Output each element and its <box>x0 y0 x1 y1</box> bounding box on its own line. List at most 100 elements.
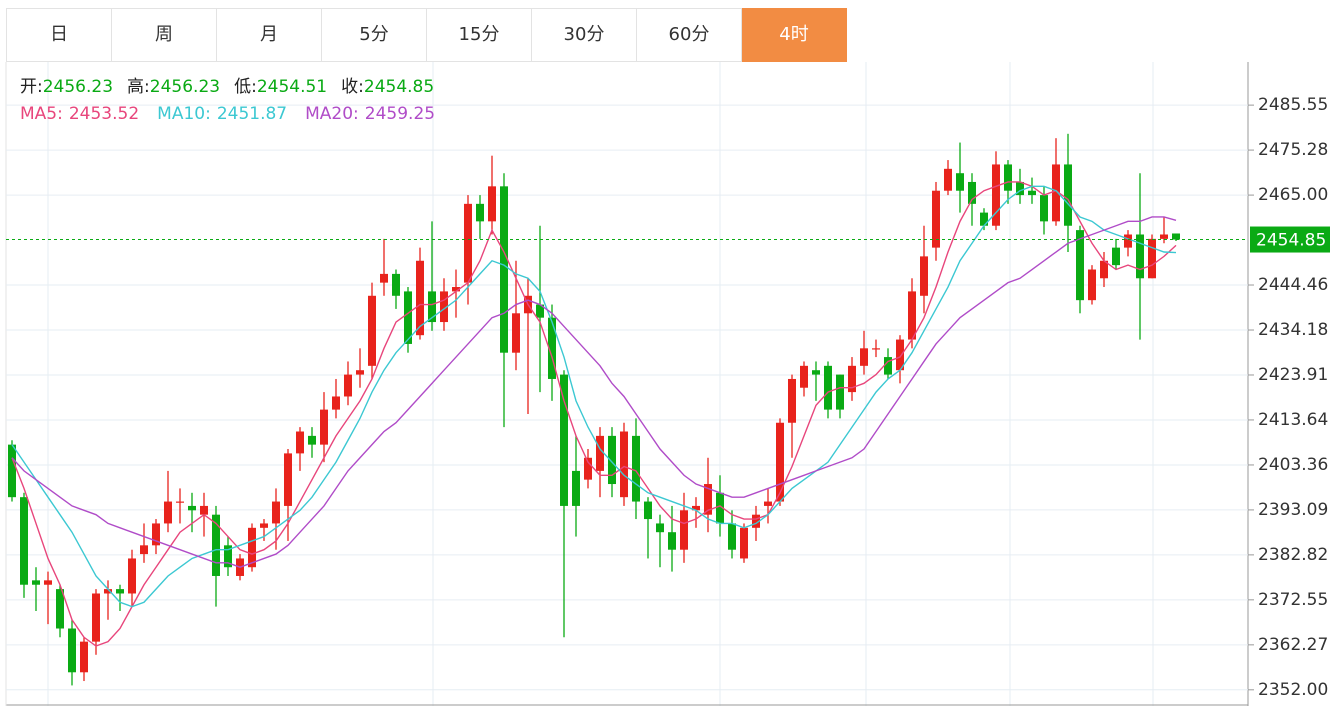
candle-body <box>464 203 472 283</box>
period-tabs: 日周月 5分 15分 30分 60分 4时 <box>6 8 847 62</box>
y-tick-label: 2423.91 <box>1258 365 1328 385</box>
y-tick-label: 2434.18 <box>1258 320 1328 340</box>
candle-body <box>920 256 928 296</box>
period-tab[interactable]: 月 <box>217 8 322 62</box>
candle-body <box>608 435 616 485</box>
ma-legend: MA5: 2453.52 MA10: 2451.87 MA20: 2459.25 <box>20 104 435 124</box>
candle-body <box>644 501 652 520</box>
candle-body <box>752 514 760 528</box>
candle-body <box>680 510 688 550</box>
y-tick-label: 2475.28 <box>1258 140 1328 160</box>
period-tab[interactable]: 60分 <box>637 8 742 62</box>
candle-body <box>668 532 676 550</box>
legend-name: MA5: <box>20 104 63 124</box>
candle-body <box>956 173 964 191</box>
legend-name: MA10: <box>157 104 211 124</box>
candle-body <box>704 484 712 515</box>
y-tick-label: 2352.00 <box>1258 680 1328 700</box>
period-tab[interactable]: 30分 <box>532 8 637 62</box>
candle-body <box>1136 234 1144 279</box>
candle-body <box>1016 181 1024 196</box>
candle-body <box>260 523 268 528</box>
ohlc-label: 收: <box>341 77 364 97</box>
candle-body <box>1124 234 1132 248</box>
candle-body <box>500 186 508 353</box>
candle-body <box>584 457 592 480</box>
candle-body <box>296 431 304 454</box>
candle-body <box>1088 269 1096 301</box>
candle-body <box>932 190 940 248</box>
candle-body <box>392 273 400 296</box>
candle-body <box>860 348 868 366</box>
period-tab[interactable]: 日 <box>6 8 112 62</box>
candle-body <box>344 374 352 397</box>
candle-body <box>1064 164 1072 226</box>
candle-body <box>512 313 520 353</box>
candle-body <box>836 374 844 410</box>
candle-body <box>176 501 184 503</box>
y-tick-label: 2393.09 <box>1258 500 1328 520</box>
period-tab[interactable]: 5分 <box>322 8 427 62</box>
candle-body <box>1100 260 1108 279</box>
candle-body <box>572 470 580 506</box>
candle-body <box>1040 195 1048 222</box>
candle-body <box>308 435 316 445</box>
y-tick-label: 2362.27 <box>1258 635 1328 655</box>
y-tick-label: 2382.82 <box>1258 545 1328 565</box>
candle-body <box>380 273 388 283</box>
candle-body <box>440 291 448 323</box>
candle-body <box>776 422 784 502</box>
candle-body <box>692 505 700 511</box>
candle-body <box>848 365 856 393</box>
ohlc-label: 高: <box>127 77 150 97</box>
period-tab[interactable]: 4时 <box>742 8 847 62</box>
candle-body <box>764 501 772 506</box>
candle-body <box>152 523 160 546</box>
candle-body <box>128 558 136 594</box>
candle-body <box>1172 233 1180 240</box>
candle-body <box>476 203 484 222</box>
ohlc-value: 2456.23 <box>150 77 220 97</box>
ohlc-label: 开: <box>20 77 43 97</box>
legend-value: 2453.52 <box>69 104 139 124</box>
candle-body <box>1076 230 1084 301</box>
candle-body <box>944 168 952 191</box>
candle-body <box>200 505 208 515</box>
y-tick-label: 2372.55 <box>1258 590 1328 610</box>
candle-body <box>992 164 1000 226</box>
candle-body <box>548 317 556 379</box>
candle-body <box>248 527 256 568</box>
ohlc-value: 2456.23 <box>43 77 113 97</box>
candle-body <box>164 501 172 524</box>
candle-body <box>404 291 412 344</box>
ma-line <box>11 181 1177 647</box>
y-tick-label: 2465.00 <box>1258 185 1328 205</box>
candle-body <box>188 505 196 511</box>
y-tick-label: 2444.46 <box>1258 275 1328 295</box>
candle-body <box>596 435 604 471</box>
candle-body <box>536 304 544 318</box>
ohlc-value: 2454.85 <box>364 77 434 97</box>
candle-body <box>416 260 424 336</box>
candle-body <box>44 580 52 585</box>
candle-body <box>320 409 328 445</box>
candle-body <box>908 291 916 340</box>
candle-body <box>788 378 796 423</box>
candle-body <box>560 374 568 506</box>
candle-body <box>140 545 148 555</box>
legend-name: MA20: <box>305 104 359 124</box>
candle-body <box>224 545 232 568</box>
candle-body <box>116 589 124 594</box>
candle-body <box>1004 164 1012 191</box>
candle-body <box>428 291 436 323</box>
period-tab[interactable]: 15分 <box>427 8 532 62</box>
period-tab[interactable]: 周 <box>112 8 217 62</box>
current-price-label: 2454.85 <box>1256 231 1326 251</box>
candle-body <box>368 295 376 366</box>
candle-body <box>740 527 748 559</box>
candle-body <box>800 365 808 388</box>
candle-body <box>728 523 736 550</box>
time-grid <box>47 62 1154 706</box>
candle-body <box>104 589 112 594</box>
